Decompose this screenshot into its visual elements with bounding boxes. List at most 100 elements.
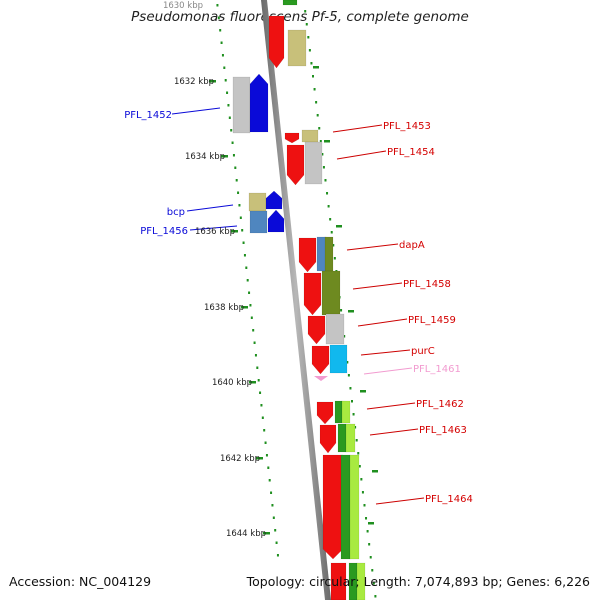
outer-dot — [310, 62, 313, 65]
scale-tick — [263, 532, 270, 535]
scale-tick — [221, 155, 228, 158]
outer-dot — [374, 595, 377, 598]
leader-line — [366, 402, 416, 410]
outer-dash — [324, 140, 330, 143]
gene-arrow — [286, 144, 305, 186]
scale-label: 1630 kbp — [163, 1, 203, 11]
scale-label: 1632 kbp — [174, 77, 214, 87]
genome-summary: Topology: circular; Length: 7,074,893 bp… — [246, 574, 590, 589]
gene-label[interactable]: PFL_1463 — [419, 425, 467, 436]
gene-arrow — [284, 132, 300, 144]
outer-dash — [313, 66, 319, 69]
scale-dot — [223, 66, 226, 69]
gene-label[interactable]: PFL_1461 — [413, 364, 461, 375]
outer-dot — [322, 166, 325, 169]
scale-dot — [268, 479, 271, 482]
gene-label[interactable]: PFL_1464 — [425, 494, 473, 505]
outer-dot — [316, 114, 319, 117]
gene-box — [304, 141, 323, 185]
outer-dot — [340, 309, 343, 312]
outer-dot — [360, 478, 363, 481]
scale-dot — [242, 241, 245, 244]
genome-backbone — [261, 0, 331, 600]
outer-dot — [343, 335, 346, 338]
map-title: Pseudomonas fluorescens Pf-5, complete g… — [131, 9, 469, 25]
scale-dot — [228, 116, 231, 119]
scale-dot — [217, 16, 220, 19]
scale-dot — [232, 154, 235, 157]
outer-dot — [361, 491, 364, 494]
gene-arrow — [268, 15, 285, 69]
scale-tick — [249, 381, 256, 384]
leader-line — [369, 428, 419, 436]
gene-label[interactable]: PFL_1456 — [140, 226, 188, 237]
scale-dot — [227, 104, 230, 107]
scale-label: 1640 kbp — [212, 378, 252, 388]
gene-label[interactable]: PFL_1454 — [387, 147, 435, 158]
scale-dot — [252, 329, 255, 332]
gene-box — [321, 270, 341, 316]
outer-dot — [304, 10, 307, 13]
leader-line — [346, 243, 399, 251]
outer-dash — [348, 310, 354, 313]
gene-label[interactable]: PFL_1458 — [403, 279, 451, 290]
outer-dot — [326, 192, 329, 195]
scale-label: 1644 kbp — [226, 529, 266, 539]
scale-dot — [230, 129, 233, 132]
gene-label[interactable]: PFL_1459 — [408, 315, 456, 326]
outer-dash — [336, 225, 342, 228]
leader-line — [363, 367, 413, 375]
scale-dot — [216, 4, 219, 7]
gene-arrow — [249, 73, 269, 133]
gene-box — [249, 210, 268, 234]
scale-dot — [261, 416, 264, 419]
gene-arrow — [316, 401, 334, 425]
scale-dot — [260, 404, 263, 407]
scale-dot — [224, 79, 227, 82]
gene-arrow — [265, 190, 283, 210]
gene-label[interactable]: PFL_1462 — [416, 399, 464, 410]
outer-dot — [369, 556, 372, 559]
outer-dash — [372, 470, 378, 473]
outer-dot — [363, 504, 366, 507]
scale-dot — [234, 166, 237, 169]
gene-arrow — [298, 237, 317, 273]
outer-dot — [346, 361, 349, 364]
outer-dot — [357, 452, 360, 455]
outer-dot — [312, 75, 314, 78]
outer-dot — [330, 231, 333, 234]
gene-arrow — [319, 424, 337, 454]
scale-dot — [267, 466, 270, 469]
gene-box — [330, 562, 347, 600]
scale-dot — [239, 216, 242, 219]
scale-track — [209, 4, 279, 557]
outer-dot — [321, 153, 324, 156]
gene-label[interactable]: bcp — [167, 207, 185, 218]
scale-label: 1636 kbp — [195, 227, 235, 237]
gene-label[interactable]: purC — [411, 346, 435, 357]
scale-dot — [238, 204, 241, 207]
scale-dot — [243, 254, 246, 257]
gene-arrow — [322, 454, 344, 560]
scale-dot — [246, 279, 249, 282]
gene-arrow — [314, 376, 328, 381]
outer-dot — [307, 36, 310, 39]
outer-dot — [324, 179, 327, 182]
leader-line — [352, 282, 403, 290]
gene-label[interactable]: dapA — [399, 240, 425, 251]
gene-label[interactable]: PFL_1452 — [124, 110, 172, 121]
scale-tick — [241, 306, 248, 309]
scale-dot — [259, 391, 262, 394]
gene-label[interactable]: PFL_1453 — [383, 121, 431, 132]
outer-dot — [366, 530, 369, 533]
scale-dot — [237, 191, 240, 194]
outer-dot — [371, 569, 374, 572]
gene-box — [340, 454, 351, 560]
scale-dot — [264, 441, 267, 444]
gene-arrow — [311, 345, 330, 375]
outer-dot — [332, 244, 335, 247]
label-leaders — [171, 107, 425, 505]
gene-box — [329, 344, 348, 374]
scale-dot — [245, 266, 248, 269]
